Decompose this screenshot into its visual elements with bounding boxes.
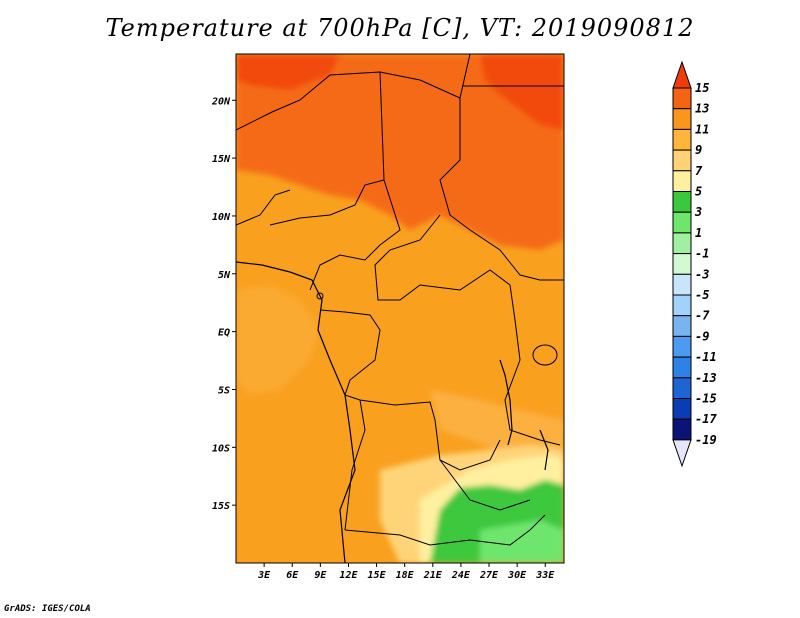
- colorbar-swatch-6: [672, 191, 692, 213]
- bioko-island: [316, 292, 324, 300]
- longitude-axis: 3E 6E 9E 12E 15E 18E 21E 24E 27E 30E 33E: [257, 563, 555, 581]
- latitude-axis: 20N 15N 10N 5N EQ 5S 10S 15S: [211, 96, 236, 512]
- colorbar-swatch-5: [672, 170, 692, 193]
- temp-band-13-15-west: [236, 54, 340, 90]
- colorbar-swatch-14: [672, 356, 692, 379]
- lat-tick-label: EQ: [218, 328, 230, 339]
- map-title: Temperature at 700hPa [C], VT: 201909081…: [105, 14, 695, 42]
- border-cameroon: [309, 179, 401, 291]
- lon-tick-label: 30E: [507, 570, 527, 581]
- lat-tick-label: 5S: [218, 385, 230, 396]
- lon-tick-label: 33E: [535, 570, 555, 581]
- lon-tick-label: 15E: [368, 570, 387, 581]
- colorbar-swatch-3: [672, 128, 692, 151]
- lon-tick-label: 21E: [423, 570, 443, 581]
- colorbar-label: -9: [695, 329, 709, 343]
- colorbar-label: -3: [695, 267, 709, 281]
- lat-tick-label: 5N: [218, 270, 231, 281]
- colorbar-label: -1: [695, 247, 709, 261]
- colorbar-label: -11: [695, 350, 717, 364]
- temperature-field: [236, 54, 564, 563]
- lat-tick-label: 10N: [212, 212, 231, 223]
- border-car: [374, 214, 511, 301]
- colorbar-bottom-arrow: [672, 439, 692, 468]
- lon-tick-label: 18E: [396, 570, 415, 581]
- temp-band-11-13: [236, 54, 564, 250]
- colorbar-label: 9: [695, 143, 702, 157]
- border-angola-drc: [344, 394, 501, 471]
- colorbar-label: 11: [695, 122, 709, 136]
- grads-credit: GrADS: IGES/COLA: [4, 604, 91, 614]
- colorbar-swatch-12: [672, 315, 692, 337]
- colorbar-swatch-11: [672, 294, 692, 317]
- lat-tick-label: 15S: [212, 501, 230, 512]
- colorbar: 15 13 11 9 7 5 3 1 -1 -3 -5 -7 -9 -11 -13 -15 -17 -19: [672, 60, 717, 468]
- colorbar-swatch-10: [672, 273, 692, 296]
- lon-tick-label: 3E: [257, 570, 271, 581]
- lake-tanganyika: [499, 359, 513, 446]
- border-gabon-congo: [319, 309, 381, 396]
- border-zambia: [439, 459, 531, 511]
- colorbar-label: -15: [695, 392, 717, 406]
- colorbar-label: -13: [695, 371, 717, 385]
- colorbar-swatch-9: [672, 253, 692, 275]
- border-namibia: [344, 514, 546, 546]
- colorbar-label: 13: [695, 102, 709, 116]
- temp-band-neg1-1: [480, 520, 564, 563]
- colorbar-swatch-7: [672, 211, 692, 234]
- colorbar-swatch-15: [672, 377, 692, 399]
- lat-tick-label: 15N: [212, 154, 231, 165]
- colorbar-swatch-16: [672, 398, 692, 420]
- lat-tick-label: 10S: [212, 443, 230, 454]
- colorbar-top-arrow: [672, 60, 692, 89]
- temp-band-13-15-east: [480, 54, 564, 130]
- border-west-africa: [236, 189, 291, 226]
- lon-tick-label: 9E: [314, 570, 327, 581]
- colorbar-swatch-2: [672, 108, 692, 130]
- temp-band-7-9-west: [236, 285, 320, 395]
- lake-malawi: [539, 429, 549, 471]
- lon-tick-label: 6E: [286, 570, 299, 581]
- colorbar-label: -5: [695, 288, 709, 302]
- map-frame: [235, 53, 565, 564]
- border-chad-sudan: [439, 98, 564, 281]
- lake-victoria: [532, 344, 558, 366]
- colorbar-swatch-17: [672, 418, 692, 441]
- colorbar-label: -19: [695, 433, 717, 447]
- coastline: [236, 261, 356, 563]
- colorbar-label: 15: [695, 81, 709, 95]
- colorbar-swatch-1: [672, 87, 692, 110]
- colorbar-label: -7: [695, 309, 710, 323]
- country-borders: [236, 54, 564, 546]
- colorbar-label: 1: [695, 226, 702, 240]
- colorbar-label: 5: [695, 185, 702, 199]
- lat-tick-label: 20N: [211, 96, 231, 107]
- border-angola-west: [344, 399, 366, 531]
- colorbar-swatch-8: [672, 232, 692, 255]
- lon-tick-label: 27E: [479, 570, 499, 581]
- lon-tick-label: 12E: [339, 570, 358, 581]
- colorbar-label: 7: [695, 164, 703, 178]
- colorbar-swatch-13: [672, 335, 692, 358]
- colorbar-swatch-4: [672, 149, 692, 172]
- border-east: [504, 284, 561, 446]
- border-sahara: [236, 54, 471, 131]
- colorbar-label: -17: [695, 412, 717, 426]
- colorbar-label: 3: [694, 205, 702, 219]
- lon-tick-label: 24E: [451, 570, 471, 581]
